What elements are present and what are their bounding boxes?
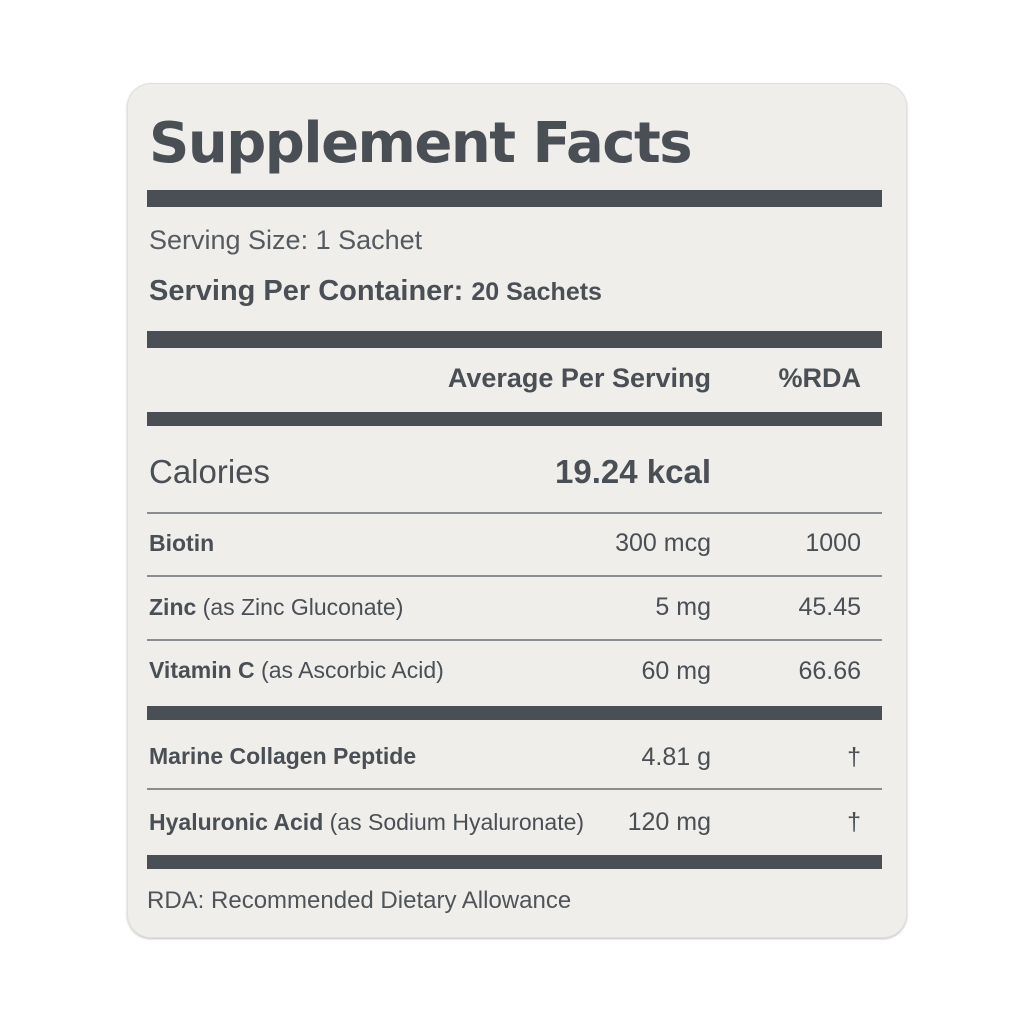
nutrient-amount: 120 mg (627, 808, 711, 836)
divider-line (147, 575, 882, 577)
nutrient-name: Zinc (as Zinc Gluconate) (149, 594, 404, 620)
panel-title: Supplement Facts (149, 111, 693, 176)
divider-bar (147, 855, 882, 869)
nutrient-rda: 1000 (805, 529, 861, 557)
column-header-rda: %RDA (778, 363, 861, 393)
column-header-amount: Average Per Serving (447, 363, 711, 393)
divider-bar (147, 190, 882, 207)
nutrient-name: Biotin (149, 530, 215, 556)
servings-per-container-label: Serving Per Container: (149, 275, 464, 307)
nutrient-amount: 5 mg (655, 593, 711, 621)
divider-bar (147, 331, 882, 348)
nutrient-amount: 60 mg (641, 657, 711, 685)
nutrient-name: Hyaluronic Acid (as Sodium Hyaluronate) (149, 809, 585, 835)
nutrient-rda: 45.45 (798, 593, 861, 621)
divider-line (147, 639, 882, 641)
nutrient-amount: 4.81 g (641, 743, 711, 771)
divider-bar (147, 412, 882, 426)
nutrient-amount: 300 mcg (615, 529, 711, 557)
divider-line (147, 512, 882, 514)
calories-value: 19.24 kcal (555, 453, 711, 490)
divider-bar (147, 706, 882, 720)
footnote: RDA: Recommended Dietary Allowance (147, 887, 572, 914)
nutrient-rda: † (847, 808, 861, 836)
supplement-facts-panel: Supplement Facts Serving Size: 1 Sachet … (127, 83, 907, 938)
nutrient-name: Vitamin C (as Ascorbic Acid) (149, 657, 444, 683)
nutrient-rda: 66.66 (798, 657, 861, 685)
servings-per-container-value: 20 Sachets (471, 278, 602, 306)
calories-label: Calories (149, 453, 271, 490)
servings-per-container: Serving Per Container: 20 Sachets (149, 275, 602, 308)
serving-size: Serving Size: 1 Sachet (149, 225, 423, 255)
nutrient-name: Marine Collagen Peptide (149, 743, 417, 769)
nutrient-rda: † (847, 743, 861, 771)
divider-line (147, 788, 882, 790)
